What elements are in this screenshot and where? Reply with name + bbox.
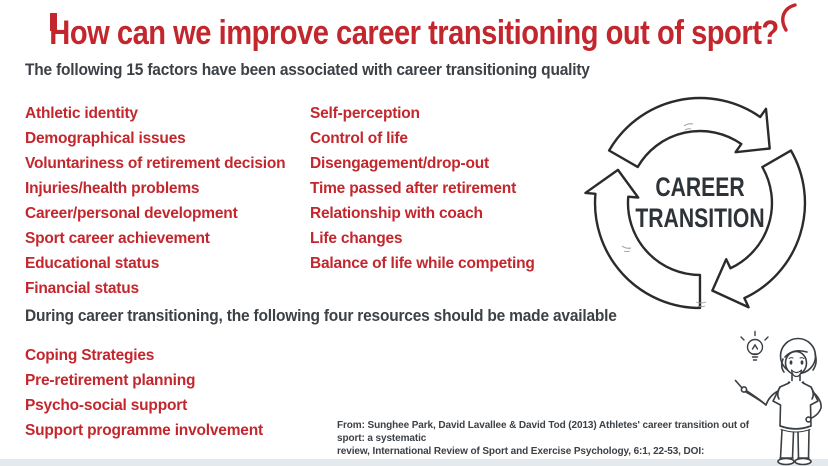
factors-list-left: Athletic identity Demographical issues V…	[25, 101, 286, 301]
list-item: Coping Strategies	[25, 347, 155, 364]
list-item: Disengagement/drop-out	[310, 155, 490, 172]
lightbulb-icon	[740, 330, 769, 361]
list-item: Psycho-social support	[25, 397, 188, 414]
diagram-label-line2: TRANSITION	[635, 203, 765, 233]
career-transition-cycle-diagram: CAREER TRANSITION	[584, 90, 816, 316]
bottom-strip	[0, 459, 828, 466]
list-item: Financial status	[25, 280, 139, 297]
list-item: Balance of life while competing	[310, 255, 535, 272]
list-item: Educational status	[25, 255, 160, 272]
list-item: Life changes	[310, 230, 403, 247]
list-item: Sport career achievement	[25, 230, 210, 247]
factors-list-right: Self-perception Control of life Disengag…	[310, 101, 535, 276]
presenter-illustration	[732, 320, 828, 466]
factors-intro: The following 15 factors have been assoc…	[25, 61, 590, 80]
corner-accent-left	[50, 13, 57, 31]
list-item: Control of life	[310, 130, 408, 147]
corner-accent-right-icon	[777, 3, 799, 33]
diagram-label: CAREER TRANSITION	[593, 172, 806, 234]
resources-list: Coping Strategies Pre-retirement plannin…	[25, 343, 263, 443]
list-item: Injuries/health problems	[25, 180, 200, 197]
list-item: Athletic identity	[25, 105, 138, 122]
list-item: Relationship with coach	[310, 205, 483, 222]
page-title: How can we improve career transitioning …	[49, 14, 779, 52]
list-item: Voluntariness of retirement decision	[25, 155, 286, 172]
list-item: Pre-retirement planning	[25, 372, 196, 389]
resources-intro: During career transitioning, the followi…	[25, 307, 617, 326]
list-item: Time passed after retirement	[310, 180, 517, 197]
diagram-label-line1: CAREER	[655, 171, 745, 202]
list-item: Career/personal development	[25, 205, 238, 222]
list-item: Demographical issues	[25, 130, 186, 147]
list-item: Self-perception	[310, 105, 420, 122]
citation-line1: From: Sunghee Park, David Lavallee & Dav…	[337, 420, 750, 444]
list-item: Support programme involvement	[25, 422, 263, 439]
cycle-arrows-icon	[584, 96, 807, 310]
